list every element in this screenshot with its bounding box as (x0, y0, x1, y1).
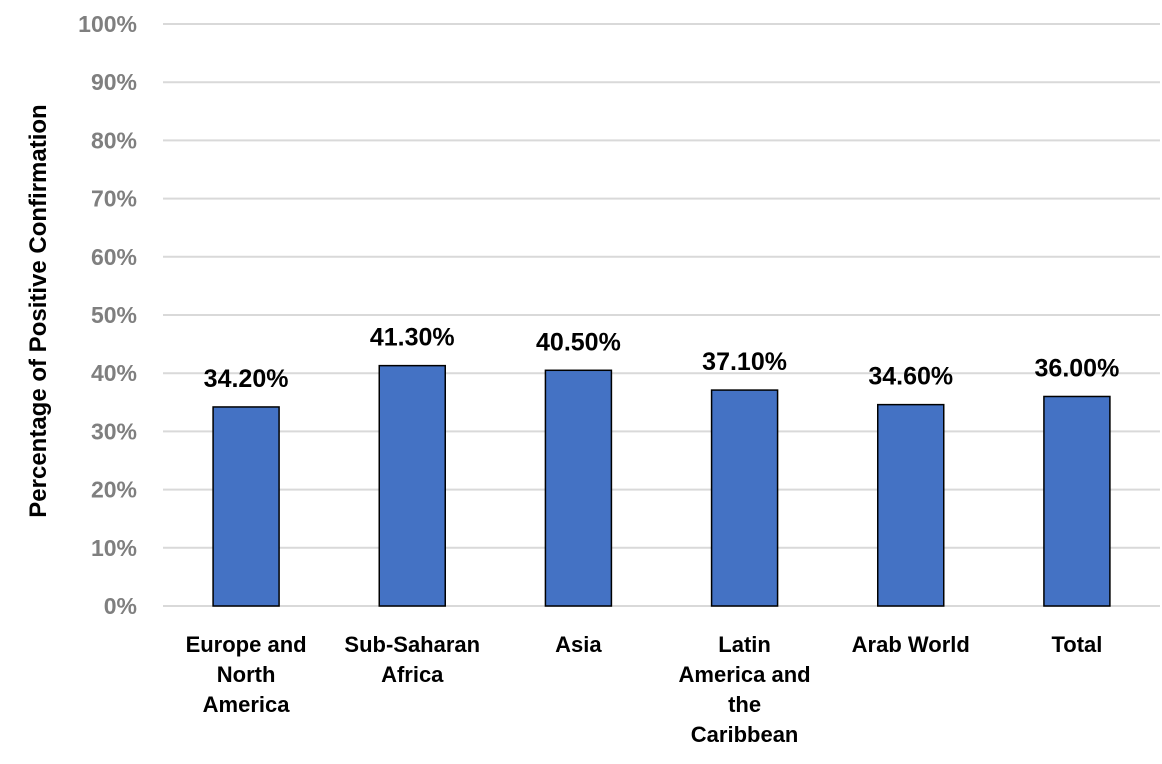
bar (212, 406, 280, 607)
y-tick-label: 20% (91, 477, 137, 503)
y-tick-label: 40% (91, 360, 137, 386)
y-axis-ticks: 0% 10% 20% 30% 40% 50% 60% 70% 80% 90% 100% (78, 11, 137, 619)
data-labels: 34.20% 41.30% 40.50% 37.10% 34.60% 36.00% (204, 324, 1120, 393)
x-category-label: Arab World (852, 632, 970, 657)
x-axis-categories: Europe and North America Sub-Saharan Africa A… (186, 632, 1103, 747)
y-tick-label: 90% (91, 69, 137, 95)
data-label: 37.10% (702, 348, 787, 376)
y-tick-label: 30% (91, 418, 137, 444)
x-category-label: Asia (555, 632, 602, 657)
bar (544, 369, 613, 607)
y-tick-label: 10% (91, 535, 137, 561)
y-tick-label: 80% (91, 127, 137, 153)
bar (1043, 395, 1111, 607)
data-label: 40.50% (536, 328, 621, 356)
y-tick-label: 100% (78, 11, 137, 37)
y-tick-label: 70% (91, 186, 137, 212)
x-category-label: Total (1051, 632, 1102, 657)
y-tick-label: 50% (91, 302, 137, 328)
bar (378, 364, 446, 607)
data-label: 36.00% (1035, 354, 1120, 382)
y-tick-label: 0% (104, 593, 137, 619)
x-category-label: Latin America and the Caribbean (679, 632, 811, 747)
bars (212, 364, 1111, 607)
y-tick-label: 60% (91, 244, 137, 270)
gridlines (163, 23, 1160, 607)
data-label: 34.60% (868, 363, 953, 391)
data-label: 41.30% (370, 324, 455, 352)
bar (710, 389, 779, 607)
x-category-label: Sub-Saharan Africa (344, 632, 480, 687)
data-label: 34.20% (204, 365, 289, 393)
y-axis-title: Percentage of Positive Confirmation (25, 104, 52, 517)
bar (877, 403, 945, 607)
x-category-label: Europe and North America (186, 632, 307, 717)
